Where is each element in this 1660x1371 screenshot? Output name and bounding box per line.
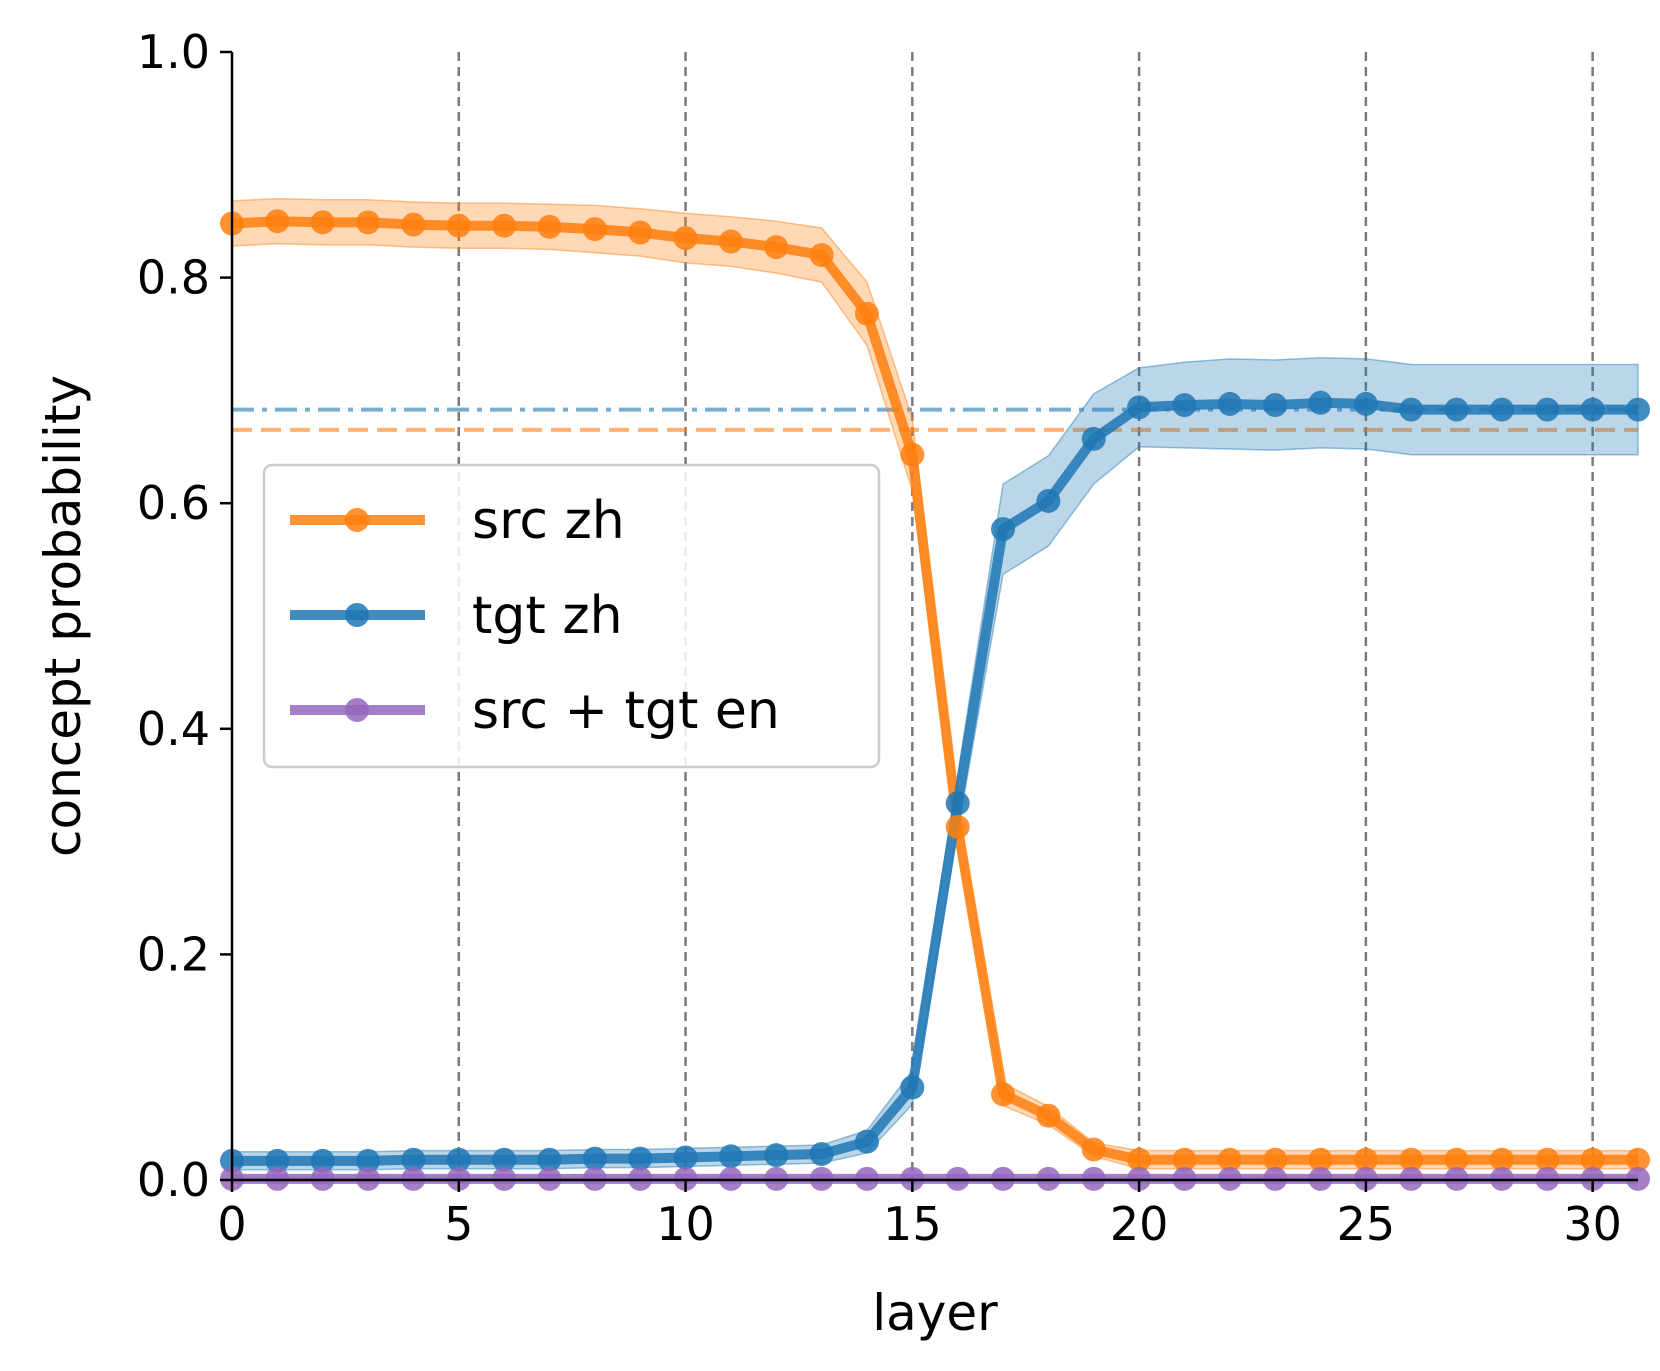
data-point <box>718 229 743 254</box>
data-point <box>356 1148 381 1173</box>
legend-marker <box>345 698 369 722</box>
data-point <box>492 213 517 238</box>
y-tick-label: 1.0 <box>137 25 210 79</box>
data-point <box>900 1075 925 1100</box>
legend-box <box>262 463 881 769</box>
data-point <box>1626 397 1650 422</box>
data-point <box>1036 1103 1061 1128</box>
data-point <box>1580 1147 1605 1172</box>
data-point <box>718 1144 743 1169</box>
series-band <box>231 356 1639 1171</box>
legend-label: tgt zh <box>472 586 623 646</box>
data-point <box>1263 393 1288 418</box>
legend-marker <box>345 603 369 627</box>
legend-label: src zh <box>472 491 625 551</box>
data-point <box>1172 393 1197 418</box>
data-point <box>401 1147 426 1172</box>
data-point <box>310 210 335 235</box>
data-point <box>854 301 879 326</box>
x-tick-label: 20 <box>1110 1197 1169 1251</box>
data-point <box>1535 397 1560 422</box>
data-point <box>265 209 290 234</box>
data-point <box>628 220 653 245</box>
axes: 0 5 10 15 20 25 30 0.0 0.2 0.4 0.6 0.8 1.0 <box>137 25 1638 1251</box>
data-point <box>1308 1147 1333 1172</box>
data-point <box>356 210 381 235</box>
data-point <box>991 1082 1016 1107</box>
data-point <box>854 1129 879 1154</box>
data-point <box>492 1147 517 1172</box>
y-tick-label: 0.4 <box>137 702 210 756</box>
y-tick-label: 0.6 <box>137 476 210 530</box>
data-point <box>673 226 698 251</box>
y-axis-label: concept probability <box>34 375 92 857</box>
data-point <box>1217 391 1242 416</box>
data-point <box>900 442 925 467</box>
data-point <box>1263 1147 1288 1172</box>
data-point <box>1399 1147 1424 1172</box>
data-point <box>537 1147 562 1172</box>
data-point <box>1172 1147 1197 1172</box>
data-point <box>1353 1147 1378 1172</box>
data-point <box>310 1148 335 1173</box>
data-point <box>1626 1147 1650 1172</box>
x-tick-label: 5 <box>444 1197 473 1251</box>
x-tick-label: 30 <box>1563 1197 1622 1251</box>
data-point <box>1353 391 1378 416</box>
data-point <box>537 214 562 239</box>
data-point <box>1081 426 1106 451</box>
data-point <box>1580 397 1605 422</box>
legend-marker <box>345 508 369 532</box>
data-point <box>1127 1147 1152 1172</box>
data-point <box>628 1146 653 1171</box>
data-point <box>673 1145 698 1170</box>
data-point <box>809 243 834 268</box>
data-point <box>265 1148 290 1173</box>
data-point <box>1489 1147 1514 1172</box>
y-tick-label: 0.0 <box>137 1153 210 1207</box>
data-point <box>1444 397 1469 422</box>
x-tick-label: 0 <box>217 1197 246 1251</box>
data-point <box>1217 1147 1242 1172</box>
data-point <box>1308 390 1333 415</box>
x-tick-label: 10 <box>656 1197 715 1251</box>
data-point <box>446 1147 471 1172</box>
data-point <box>582 217 607 242</box>
data-point <box>764 1143 789 1168</box>
y-tick-label: 0.8 <box>137 251 210 305</box>
data-point <box>1127 395 1152 420</box>
x-tick-label: 15 <box>883 1197 942 1251</box>
x-tick-label: 25 <box>1337 1197 1396 1251</box>
data-point <box>945 814 970 839</box>
legend-label: src + tgt en <box>472 681 780 741</box>
data-point <box>401 212 426 237</box>
data-point <box>1444 1147 1469 1172</box>
x-axis-label: layer <box>872 1284 998 1342</box>
data-point <box>764 235 789 260</box>
data-point <box>1535 1147 1560 1172</box>
data-point <box>945 791 970 816</box>
series-points <box>220 209 1650 1191</box>
data-point <box>1081 1137 1106 1162</box>
data-point <box>991 517 1016 542</box>
legend: src zh tgt zh src + tgt en <box>262 463 881 769</box>
data-point <box>1399 397 1424 422</box>
data-point <box>1036 488 1061 513</box>
data-point <box>582 1146 607 1171</box>
data-point <box>809 1142 834 1167</box>
data-point <box>1489 397 1514 422</box>
y-tick-label: 0.2 <box>137 927 210 981</box>
data-point <box>446 213 471 238</box>
